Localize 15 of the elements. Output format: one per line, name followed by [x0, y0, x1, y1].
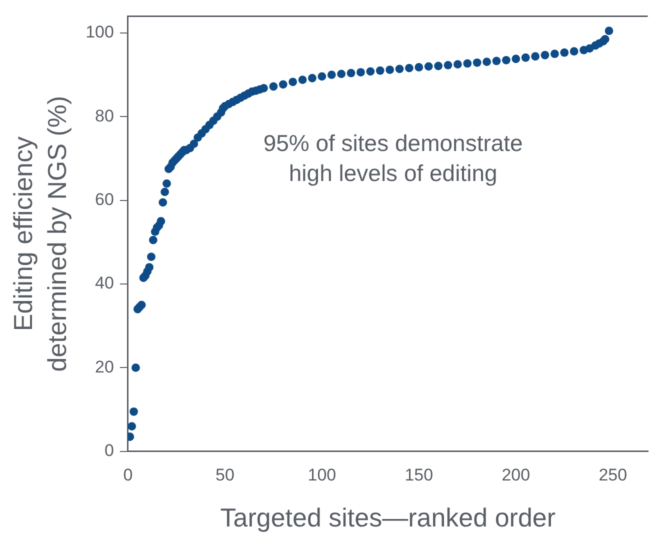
y-tick-label: 0: [104, 441, 114, 460]
y-tick-label: 80: [95, 106, 114, 126]
y-tick-label: 60: [95, 190, 114, 210]
y-tick-label: 40: [95, 274, 114, 293]
y-tick-label: 20: [95, 357, 114, 376]
x-tick-label: 0: [123, 465, 133, 484]
x-axis-title: Targeted sites—ranked order: [220, 502, 556, 533]
y-tick-label: 100: [86, 22, 114, 42]
x-tick-label: 200: [502, 465, 530, 484]
x-tick-label: 250: [598, 465, 628, 484]
y-axis-title: Editing efficiency determined by NGS (%): [8, 96, 72, 372]
annotation: 95% of sites demonstrate high levels of editing: [263, 130, 523, 186]
x-tick-label: 150: [404, 465, 434, 484]
x-tick-label: 100: [308, 465, 336, 484]
x-tick-label: 50: [215, 465, 234, 484]
